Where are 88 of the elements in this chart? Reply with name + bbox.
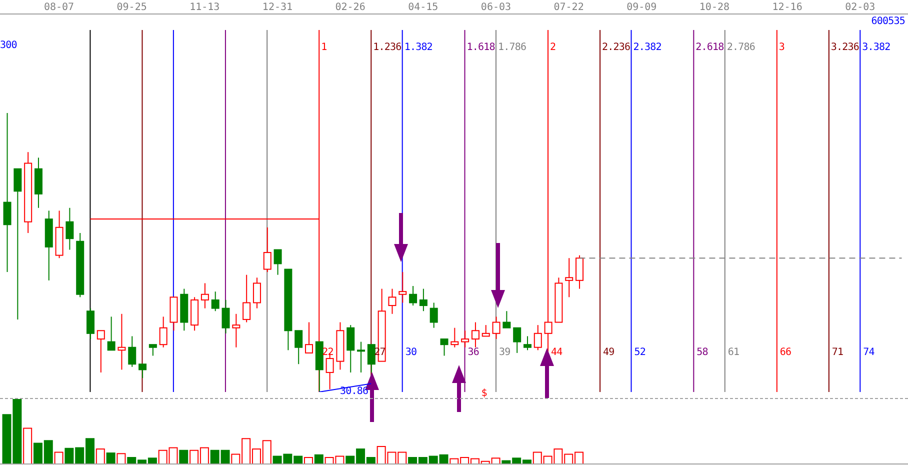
candlestick <box>419 288 428 312</box>
x-tick-label: 04-15 <box>408 2 438 13</box>
x-tick-label: 07-22 <box>554 2 584 13</box>
candlestick <box>305 322 313 354</box>
text: 1.236 <box>373 42 402 53</box>
candlestick <box>523 336 532 351</box>
x-tick-label: 08-07 <box>44 2 74 13</box>
candlestick <box>107 316 116 351</box>
candlestick <box>252 277 261 309</box>
candlestick <box>565 258 574 298</box>
candlestick <box>502 310 511 328</box>
candlestick <box>461 330 470 348</box>
candlestick <box>513 327 522 354</box>
x-tick-label: 10-28 <box>699 2 730 13</box>
candlestick <box>118 313 126 370</box>
x-tick-label: 09-25 <box>116 2 147 13</box>
candlestick <box>128 336 136 368</box>
x-tick-label: 11-13 <box>190 2 220 13</box>
annotation: 74 <box>863 347 875 358</box>
candlestick <box>96 330 105 373</box>
text: 2.786 <box>726 42 756 53</box>
candlestick <box>388 288 396 314</box>
candlestick <box>200 282 209 309</box>
text: 1.382 <box>404 42 433 53</box>
candlestick <box>346 324 355 373</box>
candlestick <box>86 308 95 340</box>
text: 2.618 <box>696 42 724 53</box>
bar <box>54 452 64 464</box>
candlestick <box>430 302 438 328</box>
annotation: 39 <box>498 347 511 358</box>
annotation: 58 <box>696 347 708 358</box>
annotation: 71 <box>832 347 844 358</box>
text: 1.786 <box>498 42 526 53</box>
candlestick <box>576 254 584 290</box>
annotation: $ <box>481 388 488 399</box>
bar <box>179 450 188 464</box>
annotation: 36 <box>468 347 480 358</box>
x-tick-label: 02-03 <box>845 2 876 13</box>
candlestick <box>3 112 12 273</box>
x-tick-label: 09-09 <box>626 2 657 13</box>
text: 1.618 <box>466 42 496 53</box>
x-tick-label: 12-16 <box>772 2 802 13</box>
candlestick <box>492 316 500 340</box>
candlestick <box>242 274 251 323</box>
x-tick-label: 12-31 <box>262 2 293 13</box>
bar <box>106 452 116 464</box>
text: 2.382 <box>633 42 662 53</box>
annotation: 30.86 <box>340 386 368 397</box>
text: 3.236 <box>830 42 860 53</box>
candlestick <box>398 272 407 304</box>
candlestick <box>357 341 366 373</box>
annotation: 61 <box>728 347 740 358</box>
candlestick <box>534 324 542 351</box>
text: 3.382 <box>862 42 891 53</box>
annotation: 66 <box>780 347 792 358</box>
candlestick <box>367 344 376 373</box>
candlestick <box>263 226 272 273</box>
bar <box>314 454 324 464</box>
candlestick <box>471 322 480 348</box>
candlestick <box>138 364 147 379</box>
text: 300 <box>0 40 18 51</box>
annotation: 44 <box>551 347 563 358</box>
text: 3 <box>778 42 785 53</box>
bar <box>96 448 105 464</box>
candlestick <box>66 207 74 250</box>
candlestick <box>222 299 230 334</box>
candlestick <box>440 338 448 356</box>
text: 2.236 <box>602 42 631 53</box>
candlestick <box>148 344 157 356</box>
candlestick <box>482 324 490 337</box>
candlestick <box>14 168 22 320</box>
candlestick <box>409 285 418 306</box>
text: 2 <box>550 42 556 53</box>
candlestick <box>232 313 240 348</box>
candlestick <box>211 291 220 312</box>
candlestick <box>294 330 303 365</box>
text: 600535 <box>871 16 906 27</box>
candlestick <box>274 249 282 276</box>
annotation: 52 <box>634 347 646 358</box>
annotation: 30 <box>405 347 417 358</box>
bar <box>116 453 126 464</box>
bar <box>23 428 32 464</box>
annotation: 49 <box>603 347 615 358</box>
text: 1 <box>321 42 328 53</box>
candlestick <box>159 316 168 348</box>
x-tick-label: 06-03 <box>480 2 512 13</box>
candlestick <box>450 327 459 348</box>
x-tick-label: 02-26 <box>335 2 366 13</box>
